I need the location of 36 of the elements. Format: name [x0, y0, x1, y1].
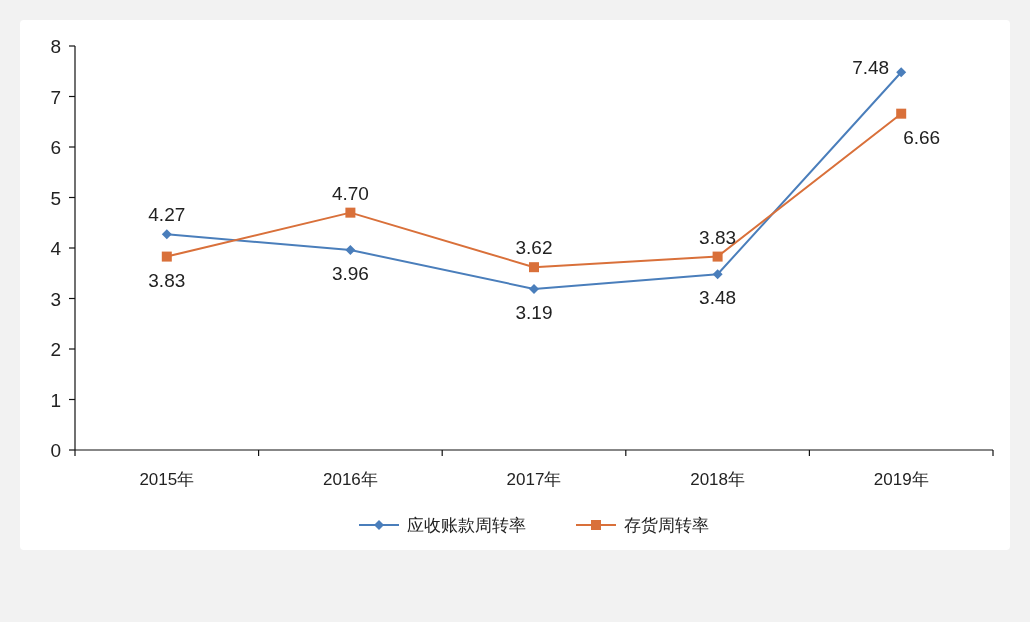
point [161, 229, 172, 240]
point [161, 251, 172, 262]
y-tick-label: 2 [50, 339, 61, 360]
data-label: 6.66 [903, 126, 941, 148]
data-label: 3.62 [515, 237, 553, 259]
y-tick-label: 7 [50, 86, 61, 108]
data-label: 3.48 [699, 287, 737, 309]
data-label: 3.96 [331, 263, 369, 285]
x-tick-label: 2016年 [322, 470, 378, 489]
y-tick-label: 5 [50, 187, 61, 209]
x-tick-label: 2018年 [690, 470, 746, 489]
y-tick-label: 1 [50, 389, 61, 411]
y-tick-label: 4 [50, 238, 62, 259]
legend-label: 存货周转率 [624, 516, 709, 535]
point [529, 283, 539, 294]
point [345, 207, 356, 218]
data-label: 4.27 [148, 204, 186, 226]
point [712, 251, 723, 262]
y-tick-label: 3 [50, 288, 61, 310]
legend-label: 应收账款周转率 [407, 516, 526, 535]
point [712, 269, 723, 280]
x-tick-label: 2015年 [139, 470, 195, 489]
data-label: 4.70 [331, 182, 369, 204]
point [529, 262, 539, 273]
data-label: 3.83 [148, 269, 186, 291]
data-label: 7.48 [852, 57, 890, 79]
point [896, 108, 907, 119]
x-tick-label: 2019年 [873, 470, 929, 489]
point [345, 245, 356, 256]
y-tick-label: 0 [50, 440, 61, 461]
data-label: 3.19 [515, 301, 553, 323]
y-tick-label: 6 [50, 137, 61, 158]
x-tick-label: 2017年 [506, 470, 562, 489]
y-tick-label: 8 [50, 36, 61, 57]
point [896, 67, 907, 78]
data-label: 3.83 [699, 226, 737, 248]
